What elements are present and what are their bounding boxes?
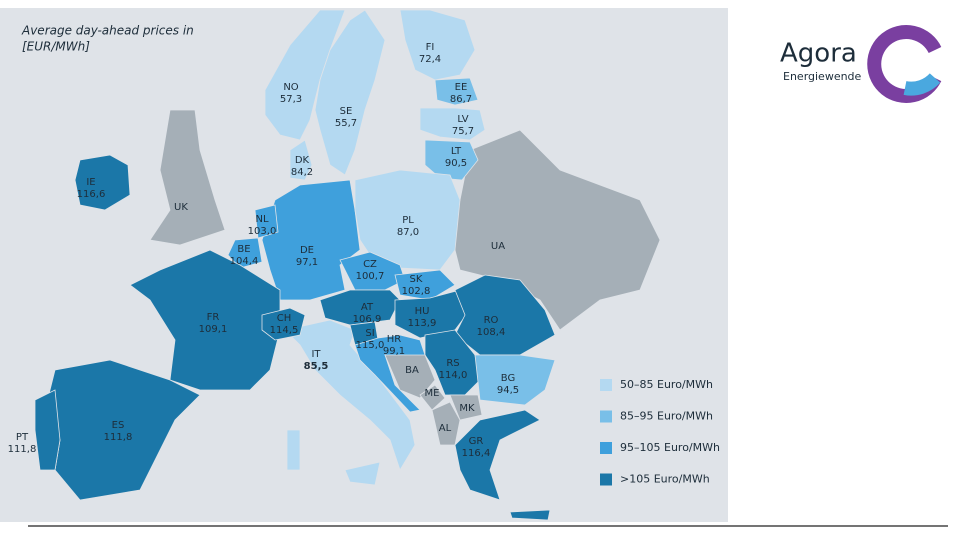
country-price: 103,0 — [248, 226, 277, 237]
country-code: LT — [451, 146, 462, 157]
country-price: 113,9 — [408, 318, 437, 329]
country-code: IE — [86, 177, 95, 188]
logo-name: Agora — [780, 39, 857, 69]
country-price: 114,5 — [270, 325, 299, 336]
legend-label: 50–85 Euro/MWh — [620, 378, 713, 391]
country-code: SK — [410, 274, 423, 285]
country-code: CH — [277, 313, 292, 324]
country-price: 57,3 — [280, 94, 302, 105]
country-price: 94,5 — [497, 385, 519, 396]
country-code: FI — [426, 42, 435, 53]
country-price: 114,0 — [439, 370, 468, 381]
country-code: RS — [446, 358, 459, 369]
country-price: 97,1 — [296, 257, 318, 268]
country-code: AT — [361, 302, 374, 313]
country-price: 104,4 — [230, 256, 259, 267]
country-price: 116,6 — [77, 189, 106, 200]
title: [EUR/MWh] — [22, 40, 90, 54]
country-price: 108,4 — [477, 327, 506, 338]
country-code: LV — [457, 114, 468, 125]
country-code: IT — [311, 349, 321, 360]
country-code: PT — [16, 432, 29, 443]
country-price: 109,1 — [199, 324, 228, 335]
legend-label: >105 Euro/MWh — [620, 473, 710, 486]
country-code: UK — [174, 202, 188, 213]
country-code: GR — [469, 436, 484, 447]
country-code: BG — [501, 373, 515, 384]
country-code: EE — [455, 82, 468, 93]
country-price: 102,8 — [402, 286, 431, 297]
country-code: FR — [207, 312, 220, 323]
country-code: UA — [491, 241, 505, 252]
country-code: AL — [439, 423, 452, 434]
country-price: 116,4 — [462, 448, 491, 459]
country-code: MK — [459, 403, 475, 414]
country-code: ES — [112, 420, 125, 431]
country-code: PL — [402, 215, 414, 226]
country-code: NL — [255, 214, 268, 225]
country-code: RO — [484, 315, 499, 326]
country-price: 85,5 — [304, 361, 329, 372]
country-price: 87,0 — [397, 227, 419, 238]
country-price: 100,7 — [356, 271, 385, 282]
legend-label: 95–105 Euro/MWh — [620, 441, 720, 454]
legend-swatch — [600, 473, 612, 486]
country-code: CZ — [363, 259, 377, 270]
legend-swatch — [600, 442, 612, 454]
country-price: 55,7 — [335, 118, 357, 129]
country-code: HU — [415, 306, 430, 317]
country-code: DE — [300, 245, 314, 256]
country-price: 111,8 — [104, 432, 133, 443]
title: Average day-ahead prices in — [21, 24, 194, 38]
country-code: NO — [283, 82, 298, 93]
country-price: 90,5 — [445, 158, 467, 169]
country-price: 115,0 — [356, 340, 385, 351]
country-price: 75,7 — [452, 126, 474, 137]
country-price: 86,7 — [450, 94, 472, 105]
country-price: 84,2 — [291, 167, 313, 178]
logo-subtitle: Energiewende — [783, 70, 862, 83]
country-code: SE — [340, 106, 353, 117]
legend-swatch — [600, 379, 612, 391]
country-price: 72,4 — [419, 54, 441, 65]
legend-swatch — [600, 410, 612, 423]
country-price: 99,1 — [383, 346, 405, 357]
country-code: DK — [295, 155, 310, 166]
country-price: 111,8 — [8, 444, 37, 455]
country-code: BE — [237, 244, 250, 255]
legend-label: 85–95 Euro/MWh — [620, 410, 713, 423]
country-code: SI — [365, 328, 374, 339]
land — [34, 9, 661, 521]
country-code: ME — [425, 388, 440, 399]
country-price: 106,9 — [353, 314, 382, 325]
logo: Agora Energiewende — [780, 25, 942, 103]
country-code: BA — [405, 365, 419, 376]
country-code: HR — [387, 334, 402, 345]
legend: 50–85 Euro/MWh 85–95 Euro/MWh 95–105 Euro/… — [600, 378, 720, 486]
